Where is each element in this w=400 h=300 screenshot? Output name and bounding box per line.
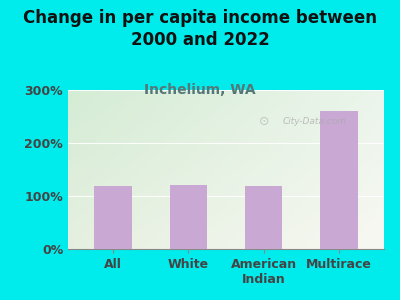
Bar <box>320 111 358 249</box>
Text: Inchelium, WA: Inchelium, WA <box>144 82 256 97</box>
Text: Change in per capita income between
2000 and 2022: Change in per capita income between 2000… <box>23 9 377 49</box>
Bar <box>245 187 282 249</box>
Text: ⊙: ⊙ <box>259 115 269 128</box>
Bar <box>170 185 207 249</box>
Bar <box>94 187 132 249</box>
Text: City-Data.com: City-Data.com <box>283 117 347 126</box>
